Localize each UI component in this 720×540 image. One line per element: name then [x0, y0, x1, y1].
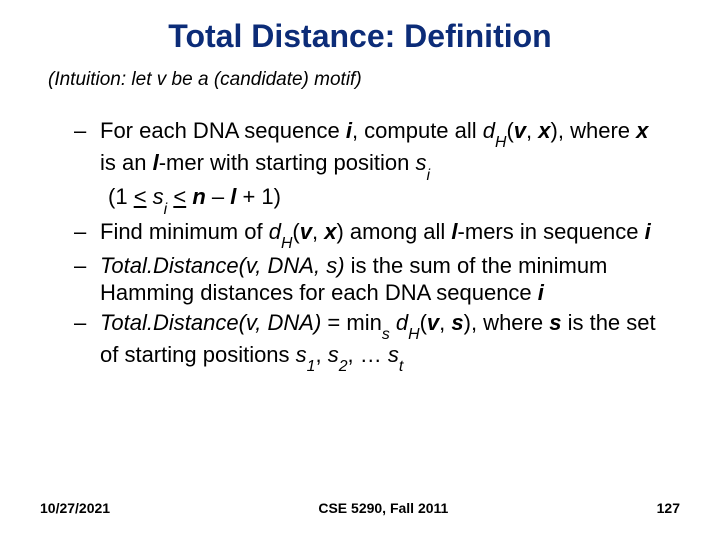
text: –: [206, 184, 230, 209]
text: , compute all: [352, 118, 483, 143]
text: is an: [100, 150, 153, 175]
var-s: s: [328, 342, 339, 367]
text: , …: [348, 342, 388, 367]
sub-i: i: [426, 167, 430, 184]
text: (1: [108, 184, 134, 209]
text: (: [292, 219, 299, 244]
text: ) among all: [336, 219, 451, 244]
bullet-2: Find minimum of dH(v, x) among all l-mer…: [100, 218, 670, 250]
func: Total.Distance(v, DNA): [100, 310, 321, 335]
footer-date: 10/27/2021: [40, 500, 110, 516]
text: ,: [439, 310, 451, 335]
slide: Total Distance: Definition (Intuition: l…: [0, 0, 720, 540]
footer-course: CSE 5290, Fall 2011: [110, 500, 657, 516]
bullet-3: Total.Distance(v, DNA, s) is the sum of …: [100, 252, 670, 307]
var-v: v: [300, 219, 312, 244]
text: Find minimum of: [100, 219, 269, 244]
var-i: i: [645, 219, 651, 244]
text: (: [506, 118, 513, 143]
footer-page: 127: [657, 500, 680, 516]
var-s: s: [451, 310, 463, 335]
var-v: v: [427, 310, 439, 335]
var-v: v: [514, 118, 526, 143]
bullet-4: Total.Distance(v, DNA) = mins dH(v, s), …: [100, 309, 670, 373]
var-s: s: [296, 342, 307, 367]
var-s: s: [153, 184, 164, 209]
footer: 10/27/2021 CSE 5290, Fall 2011 127: [40, 500, 680, 516]
le: <: [173, 184, 186, 209]
var-s: s: [388, 342, 399, 367]
text: For each DNA sequence: [100, 118, 346, 143]
text: -mer with starting position: [159, 150, 416, 175]
le: <: [134, 184, 147, 209]
text: (: [420, 310, 427, 335]
bullet-list: For each DNA sequence i, compute all dH(…: [40, 117, 680, 373]
sub-H: H: [281, 235, 292, 252]
text: ), where: [551, 118, 637, 143]
text: -mers in sequence: [458, 219, 645, 244]
sub-2: 2: [339, 358, 348, 375]
func: Total.Distance(v, DNA, s): [100, 253, 345, 278]
var-s: s: [549, 310, 561, 335]
sub-H: H: [495, 134, 506, 151]
sub-i: i: [164, 201, 168, 218]
bullet-1: For each DNA sequence i , compute all dH(…: [100, 117, 670, 181]
subtitle: (Intuition: let v be a (candidate) motif…: [40, 69, 680, 91]
var-d: d: [396, 310, 408, 335]
sub-t: t: [399, 358, 403, 375]
sub-1: 1: [307, 358, 316, 375]
bullet-1-range: (1 < si < n – l + 1): [100, 183, 670, 215]
var-x: x: [538, 118, 550, 143]
var-s: s: [415, 150, 426, 175]
text: ), where: [464, 310, 550, 335]
var-i: i: [538, 280, 544, 305]
text: + 1): [236, 184, 281, 209]
sub-H: H: [408, 326, 419, 343]
text: ,: [526, 118, 538, 143]
var-d: d: [269, 219, 281, 244]
sub-s: s: [382, 326, 390, 343]
var-n: n: [192, 184, 205, 209]
text: ,: [312, 219, 324, 244]
text: = min: [321, 310, 382, 335]
text: ,: [315, 342, 327, 367]
var-x: x: [324, 219, 336, 244]
page-title: Total Distance: Definition: [40, 18, 680, 55]
var-x: x: [636, 118, 648, 143]
var-d: d: [483, 118, 495, 143]
